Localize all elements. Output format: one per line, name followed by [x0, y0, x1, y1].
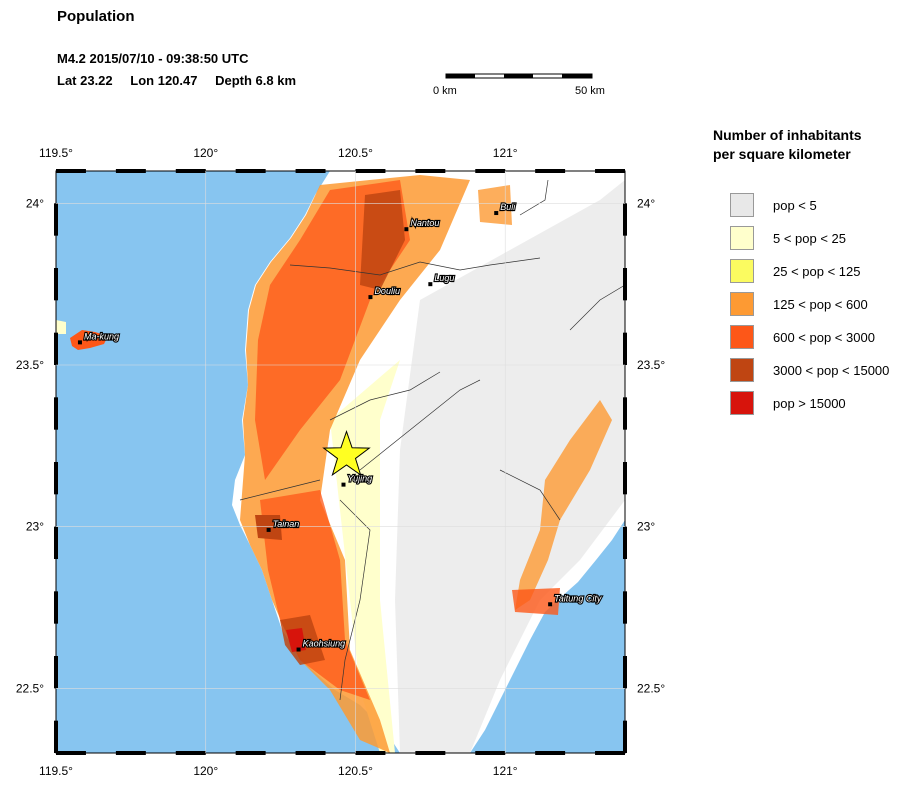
city-marker: Kaohsiung	[296, 637, 346, 652]
legend-label: pop < 5	[773, 198, 817, 213]
city-label: Lugu	[434, 273, 454, 283]
city-label: Taitung City	[554, 593, 602, 603]
lon-label-bottom: 121°	[493, 764, 518, 778]
city-label: Nantou	[410, 218, 439, 228]
city-label: Tainan	[273, 519, 300, 529]
city-label: Kaohsiung	[303, 639, 346, 649]
lon-label-bottom: 120°	[193, 764, 218, 778]
city-marker: Buli	[494, 201, 517, 216]
axis-labels: 119.5° 119.5° 120° 120° 120.5° 120.5° 121° 121°…	[16, 146, 666, 778]
lon-label-top: 121°	[493, 146, 518, 160]
city-label: Douliu	[374, 286, 400, 296]
lat-label-left: 24°	[26, 196, 44, 210]
legend-title-line1: Number of inhabitants	[713, 127, 862, 143]
legend-title-line2: per square kilometer	[713, 146, 851, 162]
lon-label-top: 120°	[193, 146, 218, 160]
legend-swatch	[730, 358, 754, 382]
penghu-island	[70, 330, 108, 350]
lat-label-right: 24°	[637, 196, 655, 210]
event-summary: M4.2 2015/07/10 - 09:38:50 UTC	[57, 51, 249, 66]
city-label: Buli	[500, 202, 516, 212]
lat-label-left: 22.5°	[16, 681, 44, 695]
legend-title: Number of inhabitants per square kilomet…	[713, 126, 862, 164]
event-depth: Depth 6.8 km	[215, 73, 297, 88]
city-marker: Douliu	[368, 285, 401, 300]
epicenter-star-icon	[322, 429, 371, 477]
scale-end-label: 50 km	[575, 85, 605, 97]
event-lat: Lat 23.22	[57, 73, 113, 88]
legend-swatch	[730, 325, 754, 349]
event-lon: Lon 120.47	[130, 73, 198, 88]
lon-label-bottom: 120.5°	[338, 764, 373, 778]
admin-boundaries	[239, 171, 625, 701]
city-marker: Tainan	[266, 518, 300, 532]
city-marker: Nantou	[404, 217, 441, 232]
legend-label: pop > 15000	[773, 396, 846, 411]
lat-label-right: 23°	[637, 520, 655, 534]
legend-swatch	[730, 292, 754, 316]
map-title: Population	[57, 8, 135, 25]
city-layer: Nantou Buli Douliu Lugu Ma-kung Yujing Tainan K…	[77, 201, 603, 652]
lon-label-top: 120.5°	[338, 146, 373, 160]
scale-start-label: 0 km	[433, 85, 457, 97]
legend-swatch	[730, 226, 754, 250]
legend-label: 3000 < pop < 15000	[773, 363, 890, 378]
event-location: Lat 23.22 Lon 120.47 Depth 6.8 km	[57, 73, 310, 88]
lat-label-left: 23.5°	[16, 358, 44, 372]
lat-label-left: 23°	[26, 520, 44, 534]
lat-label-right: 22.5°	[637, 681, 665, 695]
legend-label: 600 < pop < 3000	[773, 330, 875, 345]
city-label: Yujing	[347, 474, 372, 484]
legend-label: 25 < pop < 125	[773, 264, 861, 279]
legend-swatch	[730, 193, 754, 217]
lat-label-right: 23.5°	[637, 358, 665, 372]
city-marker: Taitung City	[548, 592, 603, 607]
city-marker: Lugu	[428, 272, 455, 287]
legend-label: 5 < pop < 25	[773, 231, 847, 246]
city-marker: Ma-kung	[77, 330, 120, 345]
legend-label: 125 < pop < 600	[773, 297, 868, 312]
legend-swatch	[730, 391, 754, 415]
legend-swatch	[730, 259, 754, 283]
frame-ticks	[54, 169, 627, 755]
lon-label-top: 119.5°	[39, 146, 73, 160]
city-marker: Yujing	[341, 473, 373, 487]
lon-label-bottom: 119.5°	[39, 764, 73, 778]
scale-bar	[445, 73, 593, 79]
city-label: Ma-kung	[84, 331, 119, 341]
